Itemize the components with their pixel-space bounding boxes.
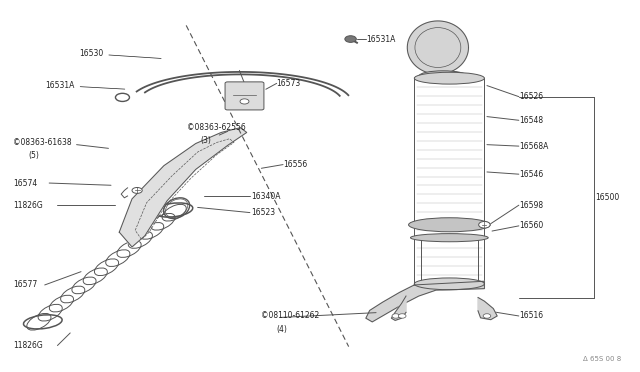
Text: 16598: 16598: [519, 201, 543, 210]
Ellipse shape: [419, 71, 467, 81]
Text: 16531A: 16531A: [366, 35, 396, 44]
Text: 16574: 16574: [13, 179, 37, 187]
Text: ©08363-61638: ©08363-61638: [13, 138, 72, 147]
Polygon shape: [392, 296, 406, 320]
Text: (4): (4): [276, 326, 287, 334]
Text: 16340A: 16340A: [251, 192, 281, 201]
Text: 16568A: 16568A: [519, 142, 548, 151]
Circle shape: [398, 314, 406, 318]
Text: 11826G: 11826G: [13, 341, 43, 350]
Text: (5): (5): [28, 151, 39, 160]
Text: 16500: 16500: [595, 193, 620, 202]
FancyBboxPatch shape: [225, 82, 264, 110]
Ellipse shape: [408, 218, 490, 232]
Ellipse shape: [410, 234, 488, 242]
Circle shape: [240, 99, 249, 104]
Circle shape: [483, 314, 491, 318]
Text: Δ 65S 00 8: Δ 65S 00 8: [582, 356, 621, 362]
Text: 16530: 16530: [79, 49, 161, 58]
Text: 16516: 16516: [519, 311, 543, 320]
Text: 16531A: 16531A: [45, 81, 125, 90]
Text: 16526: 16526: [519, 92, 543, 101]
Text: 16523: 16523: [251, 208, 275, 217]
Polygon shape: [366, 281, 484, 322]
Polygon shape: [478, 298, 497, 320]
Text: 16556: 16556: [283, 160, 307, 169]
Circle shape: [392, 314, 399, 318]
Text: 11826G: 11826G: [13, 201, 43, 210]
Text: 16546: 16546: [519, 170, 543, 179]
Text: 16577: 16577: [13, 280, 37, 289]
Text: 16560: 16560: [519, 221, 543, 230]
Circle shape: [479, 221, 490, 228]
Polygon shape: [407, 21, 468, 74]
Text: ©08363-62556: ©08363-62556: [188, 123, 246, 132]
Text: 16548: 16548: [519, 116, 543, 125]
Circle shape: [132, 187, 142, 193]
Ellipse shape: [414, 278, 484, 290]
Text: (3): (3): [200, 137, 211, 145]
Text: ©08110-61262: ©08110-61262: [261, 311, 319, 320]
Circle shape: [345, 36, 356, 42]
Polygon shape: [119, 128, 246, 247]
Text: 16573: 16573: [276, 79, 301, 88]
Ellipse shape: [414, 72, 484, 84]
